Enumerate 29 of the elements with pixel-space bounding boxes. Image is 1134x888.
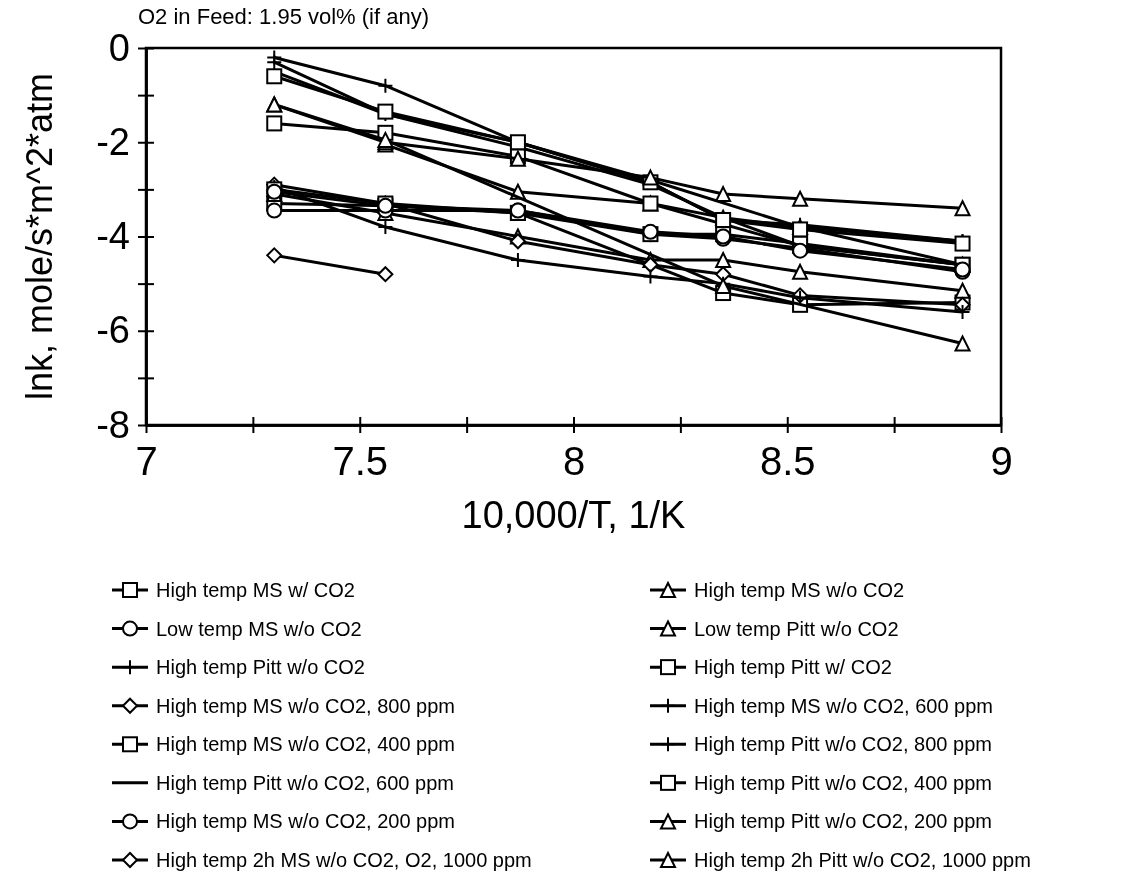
x-tick-label: 8 [562, 439, 586, 484]
legend-label: High temp 2h MS w/o CO2, O2, 1000 ppm [156, 849, 532, 871]
chart-title: O2 in Feed: 1.95 vol% (if any) [138, 4, 430, 29]
y-axis-title: lnk, mole/s*m^2*atm [19, 73, 60, 400]
x-tick-label: 8.5 [759, 439, 816, 484]
legend-label: High temp MS w/o CO2, 200 ppm [156, 810, 456, 833]
y-tick-label: 0 [108, 26, 130, 69]
legend-label: High temp Pitt w/ CO2 [694, 656, 892, 679]
y-tick-label: -8 [96, 403, 130, 446]
legend-label: High temp MS w/o CO2, 400 ppm [156, 733, 456, 756]
legend-label: High temp Pitt w/o CO2 [156, 656, 365, 679]
y-tick-label: -4 [96, 215, 130, 258]
legend-label: High temp Pitt w/o CO2, 800 ppm [694, 733, 992, 756]
legend-label: High temp MS w/o CO2, 600 ppm [694, 694, 994, 717]
legend-label: High temp Pitt w/o CO2, 400 ppm [694, 771, 992, 794]
legend-label: Low temp Pitt w/o CO2 [694, 617, 899, 640]
legend-label: High temp 2h Pitt w/o CO2, 1000 ppm [694, 849, 1031, 871]
x-axis-title: 10,000/T, 1/K [461, 494, 686, 536]
legend-label: Low temp MS w/o CO2 [156, 617, 362, 640]
legend-label: High temp MS w/o CO2, 800 ppm [156, 694, 456, 717]
legend-label: High temp Pitt w/o CO2, 600 ppm [156, 771, 454, 794]
x-tick-label: 9 [990, 439, 1013, 484]
legend-label: High temp MS w/o CO2 [694, 579, 905, 601]
x-tick-label: 7.5 [332, 439, 389, 484]
y-tick-label: -2 [96, 120, 130, 163]
x-tick-label: 7 [135, 439, 158, 484]
y-tick-label: -6 [96, 309, 130, 352]
legend-label: High temp Pitt w/o CO2, 200 ppm [694, 810, 992, 833]
legend-label: High temp MS w/ CO2 [156, 579, 355, 601]
